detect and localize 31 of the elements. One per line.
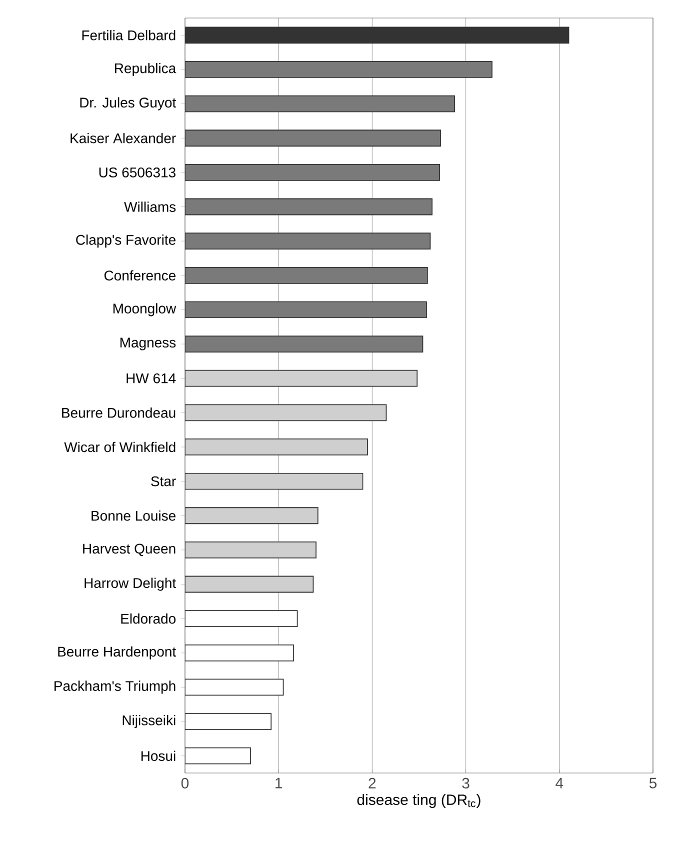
x-tick-label: 1 (276, 778, 282, 788)
y-tick-label: Clapp's Favorite (76, 234, 176, 248)
y-tick-label: Eldorado (121, 613, 176, 624)
y-tick-label: Wicar of Winkfield (64, 442, 176, 452)
y-tick-label: US 6506313 (99, 167, 176, 178)
x-tick-label: 4 (556, 778, 564, 788)
bar (184, 472, 364, 490)
y-tick-label: Beurre Durondeau (62, 408, 176, 418)
y-tick-label: Bonne Louise (92, 510, 176, 521)
bar (184, 644, 294, 662)
y-tick-label: Nijisseiki (122, 715, 176, 728)
y-tick-label: Star (151, 476, 176, 486)
y-tick-label: Magness (120, 338, 176, 350)
x-tick-label: 2 (368, 778, 376, 788)
y-tick-label: Harrow Delight (84, 578, 176, 591)
y-tick-label: Fertilia Delbard (82, 30, 176, 40)
y-tick-label: Beurre Hardenpont (58, 646, 176, 660)
y-tick-label: Harvest Queen (83, 544, 176, 556)
y-tick-label: Williams (124, 202, 176, 212)
y-tick-label: Dr. Jules Guyot (80, 97, 176, 110)
y-tick-label: Hosui (141, 750, 176, 761)
y-tick-label: HW 614 (126, 373, 176, 384)
x-tick-label: 0 (181, 778, 189, 788)
y-tick-label: Conference (104, 270, 176, 281)
x-tick-label: 5 (649, 778, 657, 788)
y-tick-label: Republica (115, 62, 176, 76)
x-tick-label: 3 (462, 778, 470, 788)
y-tick-label: Packham's Triumph (54, 680, 176, 694)
y-tick-label: Moonglow (113, 303, 176, 316)
x-axis-title: disease ting (DR$_{tc}$) (357, 794, 480, 808)
y-tick-label: Kaiser Alexander (70, 132, 176, 144)
